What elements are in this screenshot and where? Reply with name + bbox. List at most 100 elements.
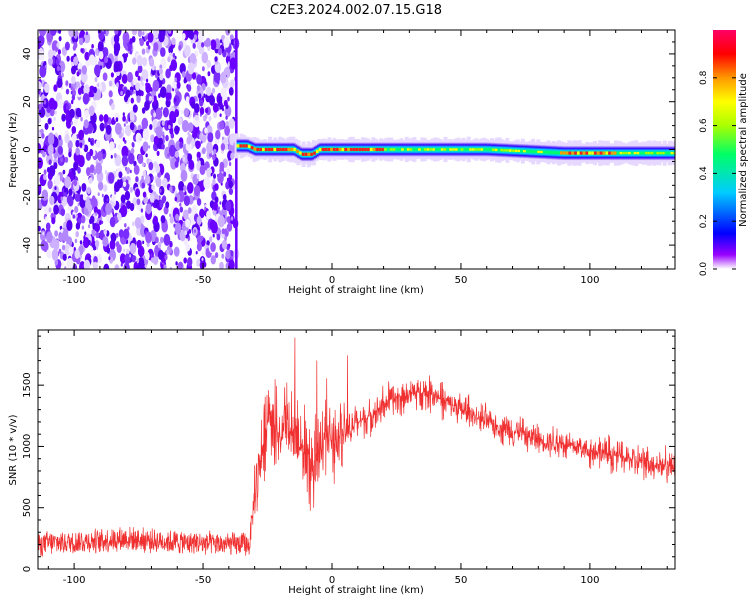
- noise-blob: [201, 250, 205, 257]
- noise-blob: [194, 114, 198, 121]
- noise-blob: [113, 47, 119, 56]
- colorbar-tick-label: 0.4: [699, 166, 709, 181]
- signal-band-peak: [367, 147, 370, 152]
- signal-band-peak: [537, 150, 540, 153]
- noise-blob: [48, 207, 52, 213]
- noise-blob: [53, 239, 60, 251]
- noise-blob: [196, 259, 201, 267]
- noise-blob: [227, 225, 232, 232]
- noise-blob: [174, 109, 180, 118]
- noise-blob: [78, 129, 85, 141]
- noise-blob: [97, 40, 104, 52]
- signal-band-peak: [299, 151, 302, 155]
- noise-blob: [85, 198, 91, 209]
- snr-x-tick-label: -100: [63, 575, 86, 586]
- signal-band-peak: [282, 147, 285, 152]
- noise-blob: [204, 113, 208, 120]
- noise-blob: [206, 141, 213, 154]
- noise-blob: [155, 164, 161, 174]
- noise-blob: [58, 30, 62, 34]
- signal-band-segment: [529, 144, 532, 159]
- signal-band-peak: [517, 149, 520, 152]
- noise-blob: [153, 112, 157, 118]
- signal-band-peak: [608, 151, 611, 155]
- noise-blob: [75, 222, 81, 230]
- noise-blob: [174, 160, 179, 168]
- noise-blob: [107, 172, 115, 184]
- noise-blob: [208, 116, 212, 122]
- noise-blob: [103, 194, 110, 205]
- signal-band-segment: [617, 145, 620, 161]
- signal-band-segment: [425, 142, 428, 157]
- noise-blob: [74, 238, 78, 244]
- noise-blob: [184, 191, 187, 196]
- noise-blob: [142, 141, 149, 152]
- noise-blob: [182, 209, 189, 220]
- noise-blob: [123, 176, 127, 182]
- noise-blob: [115, 117, 119, 122]
- noise-blob: [54, 186, 57, 191]
- signal-band-peak: [480, 148, 484, 151]
- noise-blob: [196, 40, 202, 50]
- noise-blob: [219, 120, 225, 130]
- noise-blob: [51, 126, 55, 131]
- signal-band-segment: [643, 145, 646, 161]
- noise-blob: [191, 72, 197, 80]
- noise-blob: [196, 140, 201, 149]
- noise-blob: [159, 185, 165, 196]
- noise-blob: [228, 259, 235, 269]
- signal-band-peak: [369, 147, 373, 152]
- noise-blob: [60, 196, 64, 201]
- noise-blob: [99, 220, 102, 226]
- noise-blob: [89, 148, 94, 157]
- noise-blob: [111, 209, 114, 213]
- signal-band-peak: [307, 152, 311, 156]
- noise-blob: [125, 45, 129, 51]
- noise-blob: [56, 42, 60, 48]
- signal-band-segment: [631, 145, 634, 161]
- colorbar-ticks: 0.0 0.2 0.4 0.6 0.8: [699, 70, 736, 276]
- signal-band-peak: [384, 148, 387, 151]
- signal-band-segment: [638, 145, 642, 161]
- noise-blob: [144, 264, 147, 268]
- noise-blob: [125, 119, 129, 124]
- signal-band-peak: [304, 152, 308, 156]
- noise-blob: [168, 124, 171, 130]
- noise-blob: [53, 116, 56, 121]
- noise-blob: [76, 71, 80, 77]
- noise-blob: [68, 246, 74, 256]
- noise-blob: [113, 61, 121, 73]
- noise-blob: [110, 154, 113, 159]
- signal-band-segment: [447, 142, 450, 157]
- signal-band-peak: [247, 144, 251, 148]
- noise-blob: [214, 56, 218, 62]
- signal-band-peak: [449, 148, 452, 151]
- snr-x-tick-label: 50: [455, 575, 468, 586]
- noise-blob: [46, 167, 51, 173]
- signal-band-segment: [272, 142, 275, 157]
- noise-blob: [136, 55, 143, 67]
- noise-blob: [137, 64, 143, 74]
- noise-blob: [199, 164, 206, 176]
- noise-blob: [173, 246, 180, 257]
- noise-blob: [79, 37, 84, 46]
- noise-blob: [114, 122, 122, 135]
- noise-blob: [88, 137, 91, 143]
- noise-blob: [153, 127, 156, 132]
- noise-blob: [95, 162, 103, 175]
- noise-blob: [74, 205, 79, 214]
- spectrogram-x-tick-label: 0: [329, 275, 335, 286]
- noise-blob: [86, 171, 90, 177]
- signal-band-peak: [494, 148, 498, 152]
- noise-blob: [187, 182, 194, 194]
- noise-blob: [148, 145, 151, 149]
- snr-y-tick-label: 500: [22, 498, 33, 517]
- noise-blob: [45, 216, 48, 221]
- signal-band-peak: [321, 147, 325, 152]
- noise-blob: [85, 31, 88, 36]
- signal-band-segment: [552, 145, 555, 160]
- noise-blob: [154, 199, 159, 208]
- signal-band-peak: [236, 144, 240, 148]
- noise-blob: [174, 125, 180, 135]
